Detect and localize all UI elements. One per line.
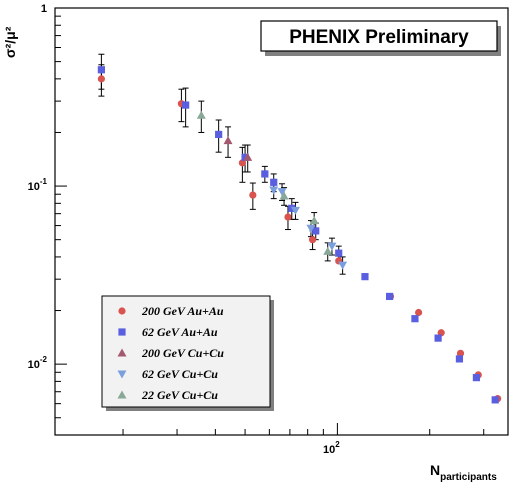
legend-marker-0 [118,307,126,315]
data-point-series-4 [309,216,319,225]
x-axis-label: Nparticipants [430,462,497,483]
data-point-series-3 [269,186,279,195]
y-axis-label: σ²/μ² [2,26,18,58]
data-point-series-1 [411,315,419,323]
error-bars [98,53,346,275]
data-point-series-1 [312,227,320,235]
data-point-series-0 [238,159,246,167]
data-point-series-3 [327,242,337,251]
data-point-series-2 [243,152,253,161]
data-point-series-0 [284,213,292,221]
y-tick-label: 10-2 [28,355,48,371]
data-point-series-1 [182,101,190,109]
preliminary-badge: PHENIX Preliminary [260,20,501,56]
data-point-series-0 [97,75,105,83]
legend: 200 GeV Au+Au 62 GeV Au+Au 200 GeV Cu+Cu 62… [101,295,274,411]
data-point-series-1 [434,334,442,342]
data-point-series-1 [472,374,481,382]
data-point-series-1 [386,292,394,301]
legend-label-3: 62 GeV Cu+Cu [142,367,218,381]
data-point-series-1 [261,170,269,178]
data-markers [97,66,502,404]
legend-label-4: 22 GeV Cu+Cu [141,388,218,402]
legend-marker-2 [117,348,127,357]
legend-label-0: 200 GeV Au+Au [141,304,224,318]
y-tick-label: 1 [41,3,47,15]
x-tick-label: 102 [323,440,340,456]
data-point-series-1 [335,249,343,257]
data-point-series-4 [323,246,333,255]
y-tick-label: 10-1 [28,177,48,193]
data-point-series-4 [279,191,289,200]
axis-ticks [55,7,485,436]
data-point-series-1 [215,130,223,139]
data-point-series-0 [249,191,257,199]
data-point-series-3 [306,224,316,233]
data-point-series-1 [361,273,369,281]
data-point-series-3 [338,261,348,270]
legend-label-2: 200 GeV Cu+Cu [141,346,224,360]
plot-frame [54,7,509,436]
legend-marker-3 [117,370,127,379]
legend-marker-4 [117,390,127,399]
badge-text: PHENIX Preliminary [289,27,469,48]
data-point-series-1 [455,355,464,363]
legend-marker-1 [118,328,126,336]
data-point-series-0 [308,236,317,244]
data-point-series-1 [270,178,278,186]
data-point-series-1 [97,66,105,74]
data-point-series-4 [196,110,206,119]
data-point-series-1 [491,396,499,404]
data-point-series-2 [223,136,233,145]
legend-label-1: 62 GeV Au+Au [142,325,218,339]
x-tick-labels: 102 [323,440,340,456]
data-point-series-1 [241,153,249,161]
data-point-series-0 [456,349,465,357]
data-point-series-3 [277,188,287,197]
data-point-series-0 [415,308,423,317]
y-tick-labels: 1 10-1 10-2 [28,3,48,371]
data-point-series-3 [290,206,300,215]
